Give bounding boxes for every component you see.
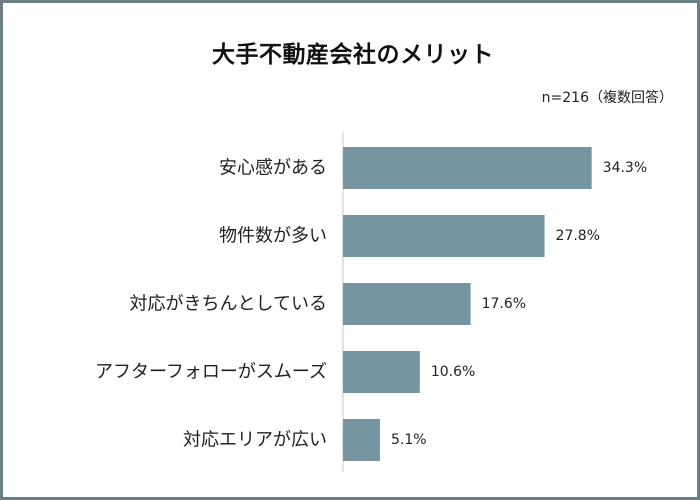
category-label-4: 対応エリアが広い [183,430,327,451]
category-label-1: 物件数が多い [219,226,327,247]
sample-size-note: n=216（複数回答） [541,90,673,106]
value-label-4: 5.1% [391,432,427,448]
value-label-2: 17.6% [482,296,526,312]
category-label-3: アフターフォローがスムーズ [95,362,327,383]
bar-3 [343,351,420,393]
bar-1 [343,215,545,257]
bar-4 [343,419,380,461]
value-label-0: 34.3% [603,160,647,176]
category-label-0: 安心感がある [219,158,327,179]
bar-0 [343,147,592,189]
value-label-1: 27.8% [556,228,600,244]
category-label-2: 対応がきちんとしている [130,294,327,315]
bar-2 [343,283,471,325]
chart-title: 大手不動産会社のメリット [212,42,494,68]
value-label-3: 10.6% [431,364,475,380]
